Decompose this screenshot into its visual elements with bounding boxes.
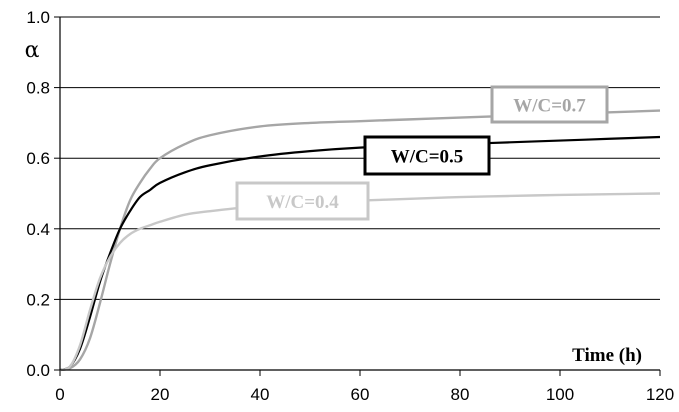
x-axis-label: Time (h) [572,345,642,366]
series-label-box [490,85,609,124]
series-label-box [363,135,491,176]
series-labels: W/C=0.7 W/C=0.5 W/C=0.4 [235,85,609,221]
y-tick-label: 0.8 [26,79,50,98]
y-tick-label: 0.0 [26,361,50,380]
x-tick-label: 40 [251,385,270,404]
x-axis-ticks: 0 20 40 60 80 100 120 [55,370,674,404]
x-tick-label: 120 [646,385,674,404]
x-tick-label: 60 [351,385,370,404]
x-tick-label: 80 [451,385,470,404]
x-tick-label: 0 [55,385,64,404]
series-line-3 [59,192,661,372]
y-tick-label: 1.0 [26,8,50,27]
x-tick-label: 100 [546,385,574,404]
gridlines [60,16,660,300]
x-tick-label: 20 [151,385,170,404]
series-label-text: W/C=0.4 [266,192,339,213]
y-tick-label: 0.6 [26,149,50,168]
y-tick-label: 0.4 [26,220,50,239]
series-line-2 [59,135,661,372]
series-label-text: W/C=0.5 [391,147,464,168]
y-axis-label: α [25,38,40,63]
series-label-box [235,181,370,221]
y-tick-label: 0.2 [26,290,50,309]
y-axis-ticks: 0.0 0.2 0.4 0.6 0.8 1.0 [26,8,60,380]
series-label-text: W/C=0.7 [513,96,586,117]
series-lines [59,109,661,372]
series-line-1 [59,109,661,372]
